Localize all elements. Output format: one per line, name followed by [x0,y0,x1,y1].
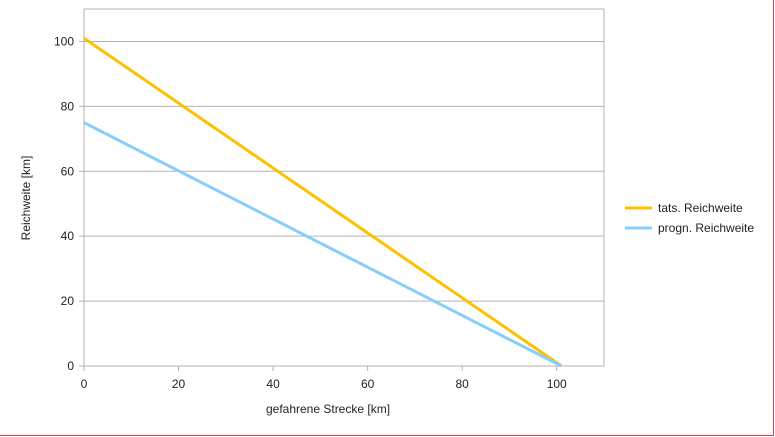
legend-label-1: tats. Reichweite [658,201,743,215]
plot-area [83,8,605,367]
y-tick-label: 80 [61,99,75,113]
y-tick-label: 60 [61,164,75,178]
x-tick-label: 40 [266,377,280,391]
series-layer [83,36,563,368]
y-tick-label: 20 [61,294,75,308]
legend: tats. Reichweite progn. Reichweite [625,201,754,235]
y-tick-label: 0 [67,359,74,373]
x-tick-label: 80 [456,377,470,391]
y-tick-label: 40 [61,229,75,243]
x-tick-label: 100 [547,377,567,391]
x-tick-label: 0 [81,377,88,391]
x-axis-title: gefahrene Strecke [km] [266,402,390,416]
x-tick-label: 60 [361,377,375,391]
y-axis-title: Reichweite [km] [19,156,33,241]
x-axis-ticks: 0 20 40 60 80 100 [81,366,567,391]
legend-label-2: progn. Reichweite [658,221,754,235]
series-line-1 [83,36,563,368]
series-line-2 [83,121,563,368]
y-axis-ticks: 0 20 40 60 80 100 [54,34,84,373]
x-tick-label: 20 [172,377,186,391]
y-tick-label: 100 [54,34,74,48]
